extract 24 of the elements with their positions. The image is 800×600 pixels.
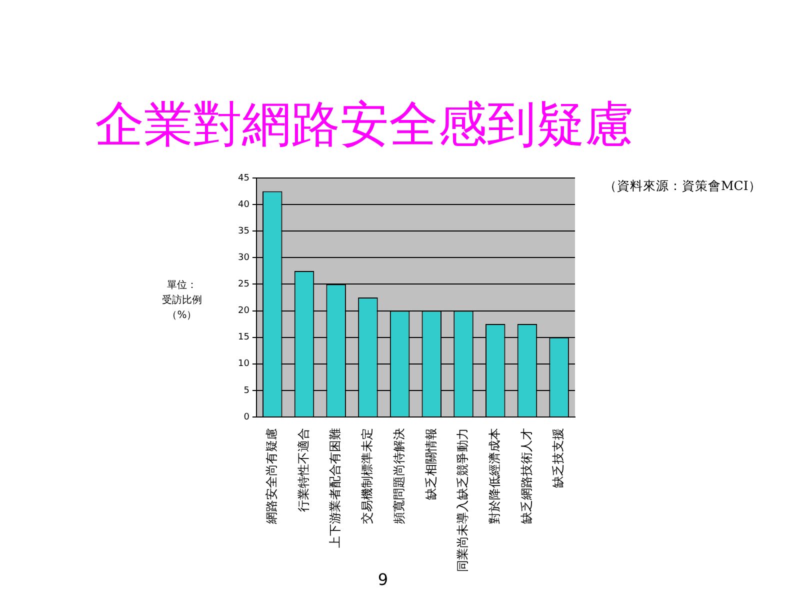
y-tick-label: 40 xyxy=(238,200,250,210)
y-tick-label: 45 xyxy=(238,173,250,184)
chart-title: 企業對網路安全感到疑慮 xyxy=(95,97,634,152)
x-tick-label: 對於降低經濟成本 xyxy=(487,428,502,524)
x-tick-label: 缺乏相關情報 xyxy=(424,428,438,500)
text: （資料來源：資策會MCI） xyxy=(604,178,762,195)
x-tick-label: 頻寬問題尚待解決 xyxy=(392,428,406,524)
x-tick-label: 同業尚未導入缺乏競爭動力 xyxy=(456,428,470,572)
y-tick-label: 0 xyxy=(244,412,250,422)
text: 9 xyxy=(376,570,390,589)
x-tick-label: 上下游業者配合有困難 xyxy=(328,428,342,548)
y-tick-label: 15 xyxy=(238,332,250,343)
y-tick-label: 5 xyxy=(244,386,250,396)
y-tick-label: 10 xyxy=(238,359,250,370)
y-tick-label: 20 xyxy=(238,306,250,316)
x-tick-label: 網路安全尚有疑慮 xyxy=(264,428,279,525)
x-tick-label: 缺乏網路技術人才 xyxy=(519,428,534,524)
y-axis-title: 單位：受訪比例（%） xyxy=(161,279,203,323)
x-tick-label: 交易機制標準未定 xyxy=(360,428,374,524)
x-tick-label: 缺乏技支援 xyxy=(551,428,566,488)
y-tick-label: 30 xyxy=(238,253,250,264)
x-tick-label: 行業特性不適合 xyxy=(296,428,310,512)
y-tick-label: 35 xyxy=(238,226,250,236)
y-tick-label: 25 xyxy=(238,280,250,290)
